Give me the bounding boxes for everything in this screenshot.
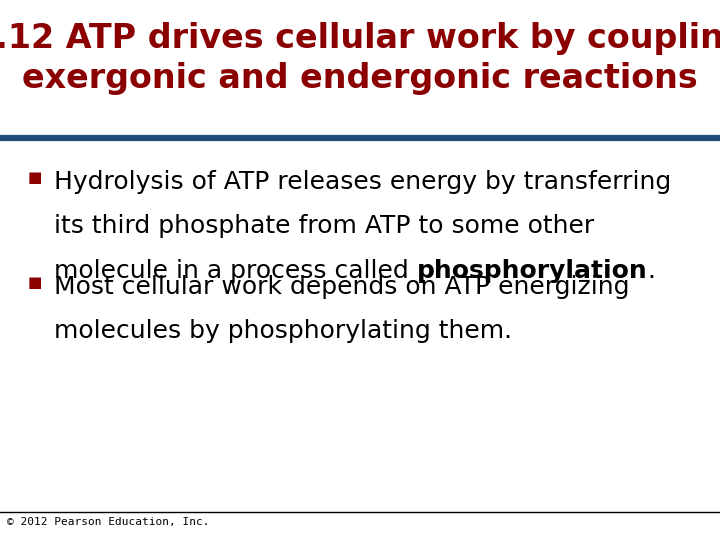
Text: its third phosphate from ATP to some other: its third phosphate from ATP to some oth… — [54, 214, 594, 238]
Text: © 2012 Pearson Education, Inc.: © 2012 Pearson Education, Inc. — [7, 517, 210, 528]
Text: 5.12 ATP drives cellular work by coupling
exergonic and endergonic reactions: 5.12 ATP drives cellular work by couplin… — [0, 22, 720, 96]
Text: molecules by phosphorylating them.: molecules by phosphorylating them. — [54, 319, 512, 343]
Text: ■: ■ — [27, 275, 42, 289]
Text: ■: ■ — [27, 170, 42, 185]
Text: phosphorylation: phosphorylation — [417, 259, 647, 282]
Text: Hydrolysis of ATP releases energy by transferring: Hydrolysis of ATP releases energy by tra… — [54, 170, 671, 194]
Text: .: . — [647, 259, 655, 282]
Text: molecule in a process called: molecule in a process called — [54, 259, 417, 282]
Text: Most cellular work depends on ATP energizing: Most cellular work depends on ATP energi… — [54, 275, 629, 299]
